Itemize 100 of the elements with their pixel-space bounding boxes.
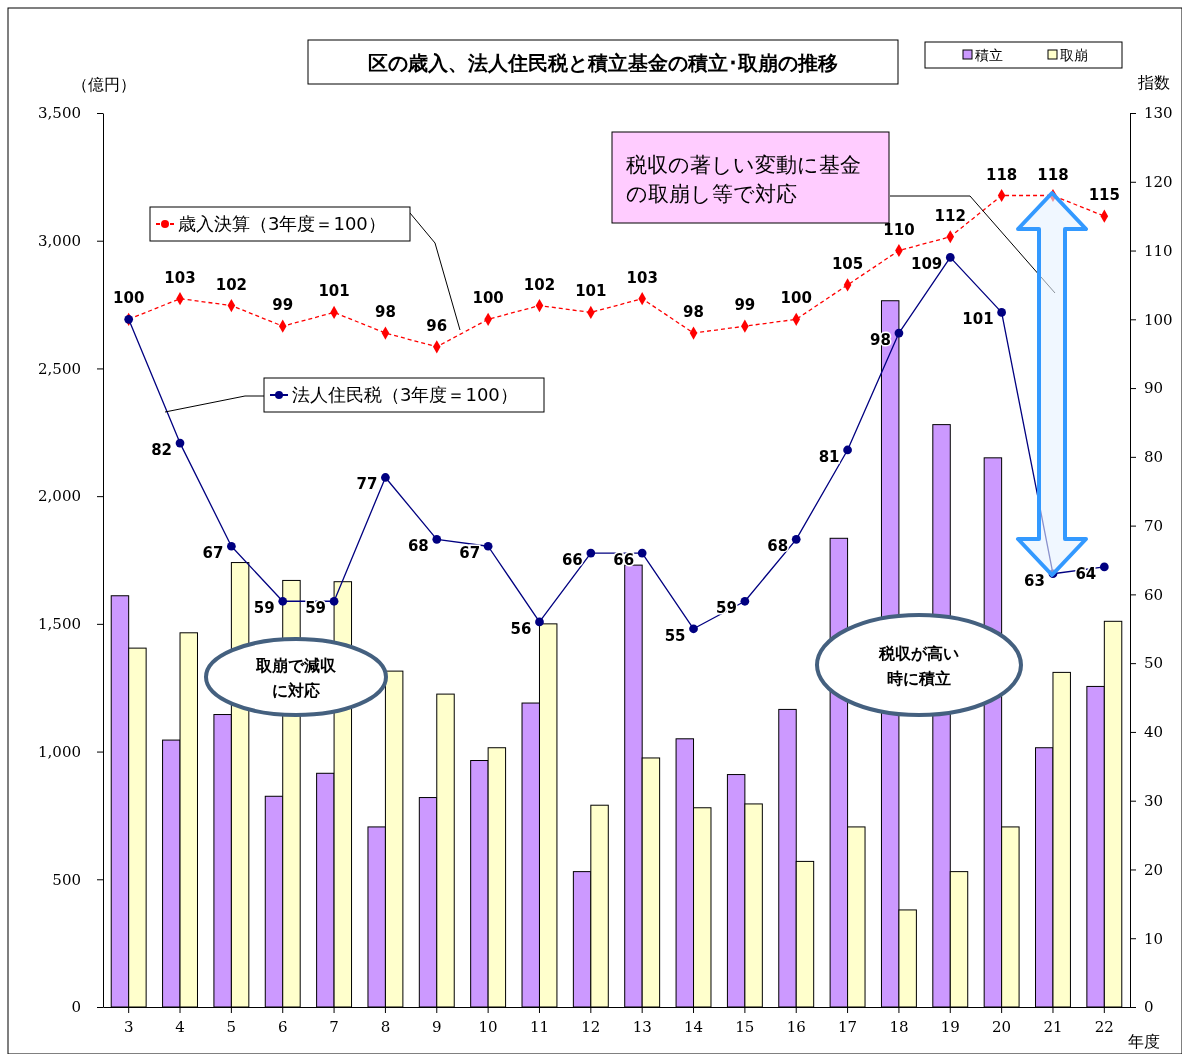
point [329,596,339,606]
x-tick-label: 19 [940,1017,960,1036]
y2-tick-label: 40 [1144,723,1164,742]
x-tick-label: 8 [380,1017,391,1036]
data-label: 100 [472,289,504,308]
x-tick-label: 17 [838,1017,858,1036]
chart-title: 区の歳入、法人住民税と積立基金の積立･取崩の推移 [368,51,838,75]
data-label: 96 [426,316,448,335]
legend-label: 法人住民税（3年度＝100） [292,384,518,405]
data-label: 59 [305,599,327,618]
x-tick-label: 6 [277,1017,288,1036]
y2-tick-label: 110 [1144,241,1173,260]
y2-tick-label: 120 [1144,173,1173,192]
x-tick-label: 9 [432,1017,442,1036]
legend-label: 歳入決算（3年度＝100） [178,213,386,234]
data-label: 68 [407,537,429,556]
annotation: 税収の著しい変動に基金の取崩し等で対応 [626,153,861,206]
data-label: 66 [561,551,583,570]
data-label: 56 [510,619,532,638]
legend-label: 取崩 [1060,47,1088,63]
point [791,535,801,544]
point [1048,569,1058,579]
point [997,308,1006,317]
oval-callout: 取崩で減収に対応 [204,637,388,717]
data-label: 112 [934,206,966,225]
data-label: 99 [734,296,756,315]
point [381,473,390,482]
x-tick-label: 5 [226,1017,237,1036]
data-label: 68 [767,537,789,556]
y2-tick-label: 50 [1144,654,1164,673]
data-label: 67 [202,544,224,563]
data-label: 118 [1037,165,1069,184]
data-label: 110 [883,220,915,239]
legend-label: 積立 [975,47,1003,63]
data-label: 81 [818,447,840,466]
y2-tick-label: 30 [1144,791,1164,810]
x-tick-label: 18 [889,1017,909,1036]
data-label: 100 [113,289,145,308]
data-label: 77 [356,475,378,494]
annotation: 税収が高い時に積立 [878,644,959,688]
y-tick-label: 2,000 [38,487,81,506]
data-label: 59 [253,599,275,618]
x-tick-label: 15 [735,1017,755,1036]
x-axis-title: 年度 [1128,1032,1160,1051]
annotation: 取崩で減収に対応 [255,656,337,700]
y-tick-label: 1,000 [38,742,81,761]
y-tick-label: 0 [71,998,81,1017]
y2-tick-label: 20 [1144,860,1164,879]
x-tick-label: 4 [175,1017,185,1036]
y2-axis-title: 指数 [1137,73,1170,92]
oval-callout: 税収が高い時に積立 [815,613,1023,717]
y-axis-title: （億円） [72,75,136,94]
y2-tick-label: 80 [1144,448,1164,467]
y2-tick-label: 10 [1144,929,1164,948]
data-label: 101 [575,282,607,301]
data-label: 82 [151,441,173,460]
data-label: 98 [374,303,396,322]
x-tick-label: 12 [581,1017,601,1036]
x-tick-label: 3 [123,1017,134,1036]
y2-tick-label: 130 [1144,104,1173,123]
data-label: 115 [1088,186,1120,205]
x-tick-label: 7 [329,1017,339,1036]
data-label: 63 [1024,571,1045,590]
data-label: 55 [664,626,686,645]
point [227,541,236,551]
point [586,548,596,558]
data-label: 98 [683,303,704,322]
x-tick-label: 14 [683,1017,704,1036]
data-label: 100 [780,289,812,308]
point [894,328,904,338]
point [689,624,698,634]
point [843,445,852,455]
y-tick-label: 500 [52,870,81,889]
y2-tick-label: 0 [1144,998,1154,1017]
data-label: 118 [985,165,1018,184]
y2-tick-label: 100 [1144,310,1173,329]
data-label: 103 [164,268,196,287]
point [432,535,442,544]
y2-tick-label: 70 [1144,516,1164,535]
data-label: 66 [613,551,635,570]
point [740,596,750,606]
x-tick-label: 13 [632,1017,652,1036]
point [945,253,955,262]
data-label: 101 [318,282,350,301]
point [278,596,288,606]
data-label: 103 [626,268,658,287]
y2-tick-label: 90 [1144,379,1164,398]
x-tick-label: 16 [786,1017,806,1036]
y-tick-label: 1,500 [38,615,81,634]
point [1099,562,1109,572]
point [175,438,185,448]
x-tick-label: 20 [992,1017,1012,1036]
data-label: 67 [459,544,481,563]
data-label: 105 [831,254,864,273]
data-label: 102 [523,275,556,294]
y2-tick-label: 60 [1144,585,1164,604]
y-tick-label: 2,500 [38,359,81,378]
data-label: 64 [1075,564,1097,583]
x-tick-label: 21 [1043,1017,1063,1036]
data-label: 101 [962,310,994,329]
